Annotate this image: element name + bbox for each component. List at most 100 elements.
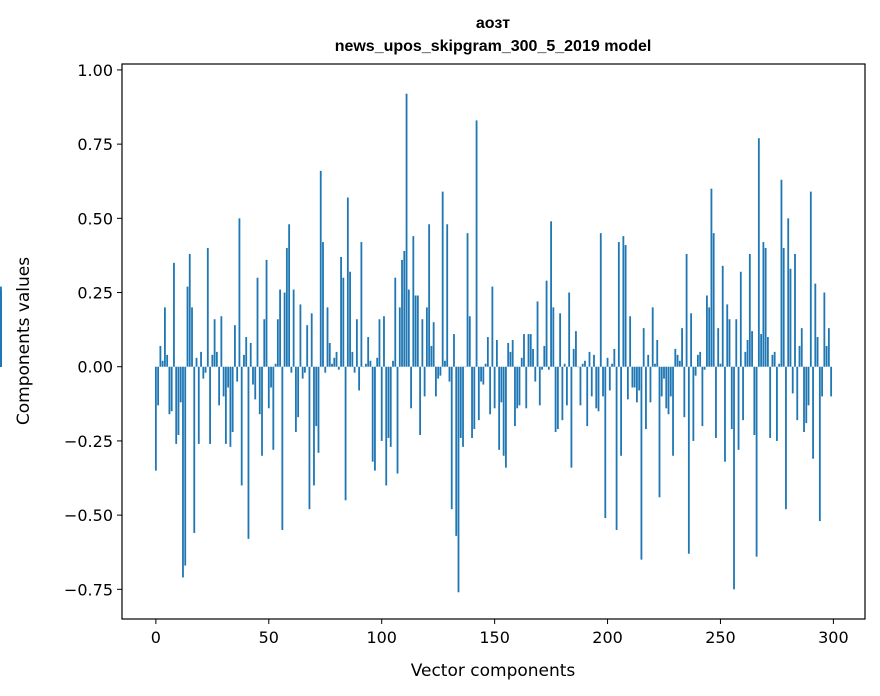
bar xyxy=(511,340,514,367)
bar xyxy=(455,366,458,536)
bar xyxy=(423,366,426,397)
x-tick-label: 150 xyxy=(479,628,510,647)
bar xyxy=(450,366,453,510)
bar xyxy=(410,366,412,409)
bar xyxy=(814,283,817,367)
y-tick-label: −0.25 xyxy=(64,432,113,451)
bar xyxy=(480,366,482,382)
bar xyxy=(717,328,720,367)
bar xyxy=(322,242,324,367)
y-tick-label: 1.00 xyxy=(77,61,113,80)
bar xyxy=(565,366,568,406)
bar xyxy=(301,366,304,379)
bar xyxy=(613,348,616,367)
bar xyxy=(428,224,431,367)
bar xyxy=(448,366,451,382)
bar xyxy=(696,354,699,367)
bar xyxy=(599,233,602,367)
bar xyxy=(780,179,783,367)
chart-title-line2: news_upos_skipgram_300_5_2019 model xyxy=(335,38,652,55)
bar xyxy=(335,351,338,367)
bar xyxy=(462,366,464,447)
bar xyxy=(541,366,543,370)
bar xyxy=(389,366,392,447)
bar xyxy=(744,351,747,367)
bar xyxy=(297,366,300,418)
bar xyxy=(419,366,422,435)
bar xyxy=(827,328,830,367)
bar xyxy=(800,328,803,367)
bar xyxy=(733,366,735,590)
bar xyxy=(588,351,591,367)
bar xyxy=(703,366,706,370)
bar xyxy=(188,253,191,367)
bar xyxy=(674,348,677,367)
bar xyxy=(229,366,232,447)
x-tick-label: 0 xyxy=(151,628,161,647)
bar xyxy=(486,337,489,367)
bar xyxy=(505,366,507,468)
bar xyxy=(552,307,555,367)
bar xyxy=(638,366,641,391)
bar xyxy=(331,363,333,367)
bar xyxy=(730,366,733,430)
bar xyxy=(328,342,331,367)
bar xyxy=(435,366,437,397)
bar xyxy=(475,120,478,367)
y-tick-label: 0.00 xyxy=(77,358,113,377)
bar xyxy=(753,366,756,435)
bar xyxy=(556,366,559,430)
bar xyxy=(231,366,234,433)
bar xyxy=(294,366,297,433)
bars-group xyxy=(0,93,833,593)
bar xyxy=(495,340,498,367)
bar xyxy=(545,280,548,367)
bar xyxy=(398,307,401,367)
bar xyxy=(247,366,250,539)
bar xyxy=(561,366,564,421)
bar xyxy=(371,366,374,462)
bar xyxy=(177,366,180,435)
y-tick-label: 0.50 xyxy=(77,209,113,228)
bar xyxy=(267,366,270,409)
bar xyxy=(380,366,383,441)
bar xyxy=(281,366,284,530)
bar xyxy=(572,348,575,367)
bar xyxy=(760,334,763,367)
bar xyxy=(249,342,252,367)
bar xyxy=(340,256,342,367)
bar xyxy=(525,366,528,409)
bar xyxy=(304,366,306,373)
bar xyxy=(805,366,808,424)
bar xyxy=(514,366,516,427)
bar xyxy=(669,366,672,397)
bar xyxy=(324,366,327,373)
bar xyxy=(687,366,690,554)
x-tick-label: 300 xyxy=(818,628,849,647)
bar xyxy=(654,363,656,367)
bar xyxy=(538,366,541,406)
bar xyxy=(649,366,652,403)
bar xyxy=(615,366,618,530)
bar xyxy=(536,301,539,367)
bar xyxy=(416,295,419,367)
bar xyxy=(636,366,638,403)
bar xyxy=(595,366,598,409)
bar xyxy=(401,259,403,367)
bar xyxy=(798,345,801,367)
bar xyxy=(816,337,819,367)
bar xyxy=(794,253,796,367)
bar xyxy=(527,334,530,367)
bar xyxy=(602,366,604,397)
bar xyxy=(631,366,634,388)
bar xyxy=(243,354,245,367)
x-tick-label: 200 xyxy=(592,628,623,647)
bar xyxy=(554,366,557,433)
bar xyxy=(164,307,166,367)
bar xyxy=(640,366,643,560)
bar xyxy=(0,286,2,367)
bar xyxy=(663,366,665,379)
bar xyxy=(739,271,742,367)
bar xyxy=(182,366,184,578)
